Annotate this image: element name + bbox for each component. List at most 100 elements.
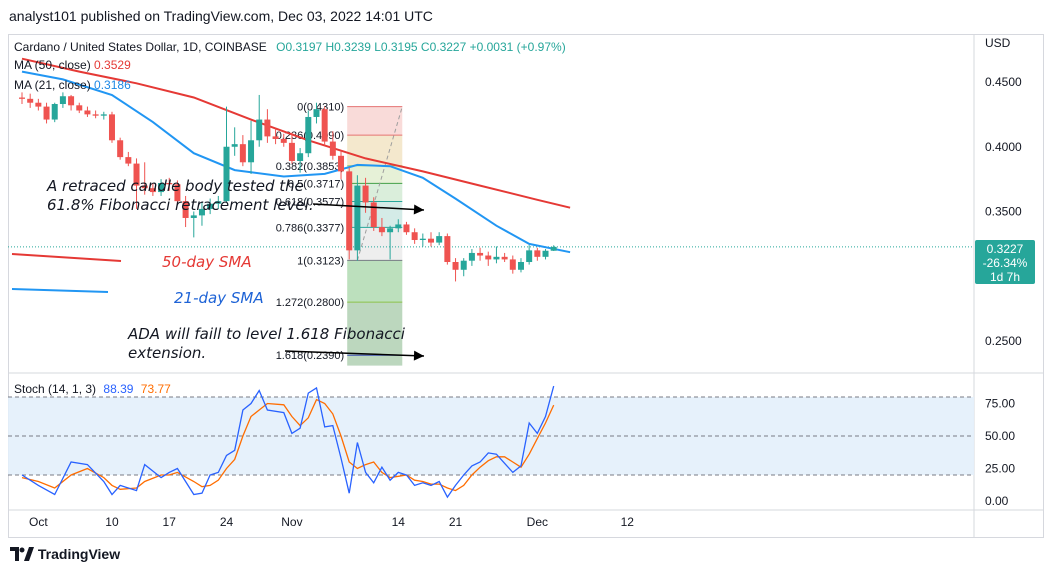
fib-level-label: 0.786(0.3377) bbox=[276, 222, 345, 234]
candle-body bbox=[305, 116, 312, 154]
candle-body bbox=[223, 146, 230, 202]
fib-zone-tail bbox=[347, 355, 403, 366]
sma21-legend-line bbox=[11, 288, 109, 293]
ma50-value: 0.3529 bbox=[94, 58, 131, 72]
stoch-k-value: 88.39 bbox=[103, 382, 134, 396]
bar-countdown: 1d 7h bbox=[989, 270, 1021, 284]
candle-body bbox=[207, 203, 214, 209]
y-axis-unit: USD bbox=[985, 36, 1011, 50]
candle-body bbox=[198, 208, 205, 216]
extension-arrow-shaft bbox=[284, 350, 425, 357]
candle-body bbox=[542, 250, 549, 257]
y-tick-label: 0.4000 bbox=[985, 140, 1022, 154]
y-tick-label: 0.4500 bbox=[985, 75, 1022, 89]
annotation-retrace-line2: 61.8% Fibonacci retracement level. bbox=[47, 196, 314, 214]
x-tick-label: Nov bbox=[281, 515, 302, 529]
candle-body bbox=[362, 185, 369, 203]
tradingview-footer[interactable]: TradingView bbox=[10, 546, 120, 562]
fib-trend-line bbox=[356, 106, 403, 261]
candle-body bbox=[141, 185, 148, 189]
candle-body bbox=[231, 144, 238, 147]
ma21-value: 0.3186 bbox=[94, 78, 131, 92]
legend-symbol-row: Cardano / United States Dollar, 1D, COIN… bbox=[14, 40, 566, 54]
candle-body bbox=[182, 201, 189, 218]
candle-body bbox=[403, 224, 410, 233]
candle-body bbox=[108, 114, 115, 141]
annotation-extension-line2: extension. bbox=[128, 344, 207, 362]
x-tick-label: 12 bbox=[621, 515, 635, 529]
candle-body bbox=[35, 102, 42, 107]
candle-body bbox=[338, 155, 345, 172]
fib-level-label: 0(0.4310) bbox=[297, 102, 344, 114]
candle-body bbox=[411, 232, 418, 240]
fib-level-label: 0.382(0.3853) bbox=[276, 161, 345, 173]
candle-body bbox=[534, 250, 541, 257]
candle-body bbox=[321, 109, 328, 142]
candle-body bbox=[509, 259, 516, 270]
legend-ma21[interactable]: MA (21, close) 0.3186 bbox=[14, 78, 131, 92]
fib-level-label: 0.618(0.3577) bbox=[276, 197, 345, 209]
candle-body bbox=[248, 140, 255, 163]
candle-body bbox=[117, 140, 124, 158]
candle-body bbox=[84, 110, 91, 115]
legend-ma50[interactable]: MA (50, close) 0.3529 bbox=[14, 58, 131, 72]
ohlc-values: O0.3197 H0.3239 L0.3195 C0.3227 +0.0031 … bbox=[276, 40, 566, 54]
tradingview-logo-icon bbox=[10, 547, 34, 561]
candle-body bbox=[370, 202, 377, 228]
stoch-tick-label: 0.00 bbox=[985, 494, 1009, 508]
candle-body bbox=[346, 171, 353, 251]
candle-body bbox=[68, 96, 75, 106]
annotation-extension-line1: ADA will faill to level 1.618 Fibonacci bbox=[128, 325, 405, 343]
stoch-k-line bbox=[21, 385, 555, 499]
y-tick-label: 0.2500 bbox=[985, 334, 1022, 348]
legend-stoch[interactable]: Stoch (14, 1, 3) 88.39 73.77 bbox=[14, 382, 171, 396]
annotation-extension: ADA will faill to level 1.618 Fibonacci … bbox=[128, 325, 405, 363]
annotation-retrace: A retraced candle body tested the 61.8% … bbox=[47, 177, 314, 215]
candle-body bbox=[477, 252, 484, 256]
candle-body bbox=[493, 256, 500, 260]
candle-body bbox=[174, 184, 181, 202]
candle-body bbox=[280, 138, 287, 143]
retrace-arrow-shaft bbox=[312, 203, 425, 211]
candle-body bbox=[76, 105, 83, 111]
candle-body bbox=[272, 136, 279, 139]
fib-level-label: 1.272(0.2800) bbox=[276, 297, 345, 309]
candle-body bbox=[19, 97, 25, 99]
last-price: 0.3227 bbox=[986, 242, 1024, 256]
annotation-sma50: 50-day SMA bbox=[162, 253, 252, 271]
fib-zone bbox=[347, 260, 403, 303]
candle-body bbox=[428, 238, 434, 243]
candle-body bbox=[51, 104, 58, 120]
candle-body bbox=[59, 96, 66, 105]
candle-body bbox=[92, 114, 99, 116]
candle-body bbox=[239, 144, 246, 163]
candle-body bbox=[264, 119, 271, 137]
y-tick-label: 0.3500 bbox=[985, 205, 1022, 219]
candle-body bbox=[100, 114, 107, 116]
fib-zone bbox=[347, 165, 403, 184]
ma21-label: MA (21, close) bbox=[14, 78, 91, 92]
stoch-tick-label: 75.00 bbox=[985, 397, 1015, 411]
fib-zone bbox=[347, 106, 403, 136]
candle-body bbox=[43, 106, 50, 120]
candle-body bbox=[133, 163, 140, 186]
fib-level-label: 0.5(0.3717) bbox=[288, 178, 344, 190]
stoch-tick-label: 25.00 bbox=[985, 462, 1015, 476]
candle-body bbox=[460, 260, 467, 270]
candle-body bbox=[190, 215, 197, 218]
ma21-line bbox=[21, 70, 571, 254]
stoch-label: Stoch (14, 1, 3) bbox=[14, 382, 97, 396]
x-tick-label: 10 bbox=[105, 515, 119, 529]
candle-body bbox=[288, 142, 295, 161]
candle-body bbox=[158, 183, 165, 193]
candle-body bbox=[526, 250, 533, 263]
x-tick-label: 14 bbox=[392, 515, 406, 529]
fib-level-label: 1(0.3123) bbox=[297, 255, 344, 267]
candle-body bbox=[329, 141, 336, 156]
candle-body bbox=[215, 201, 222, 204]
fib-zone bbox=[347, 302, 403, 356]
published-info: analyst101 published on TradingView.com,… bbox=[9, 8, 433, 24]
candle-body bbox=[149, 188, 156, 193]
symbol-name[interactable]: Cardano / United States Dollar, 1D, COIN… bbox=[14, 40, 267, 54]
